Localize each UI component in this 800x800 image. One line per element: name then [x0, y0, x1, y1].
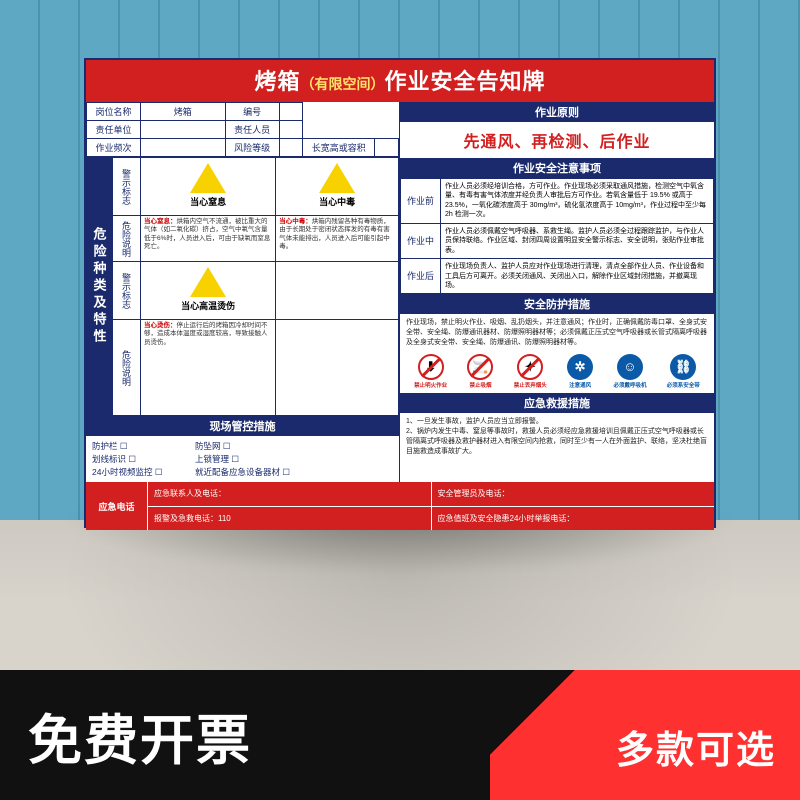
warning-burn-icon: 当心高温烫伤	[144, 264, 272, 315]
left-column: 岗位名称烤箱编号 责任单位责任人员 作业频次风险等级长宽高或容积 危险种类及特性…	[86, 102, 400, 482]
pictogram-row: ⬇禁止明火作业 🚬禁止吸烟 ✦禁止丢弃烟头 ✲注意通风 ☺必须戴呼吸机 ⛓必须系…	[400, 352, 714, 393]
title-b: 作业安全告知牌	[385, 69, 546, 94]
mand-harness-icon: ⛓必须系安全带	[667, 354, 700, 389]
control-measures: 防护栏防坠网 划线标识上锁管理 24小时视频监控就近配备应急设备器材	[86, 436, 399, 482]
banner-left: 免费开票	[0, 696, 252, 775]
emergency-label: 应急电话	[86, 482, 148, 530]
banner-right-tag: 多款可选	[490, 670, 800, 800]
title-a: 烤箱	[254, 69, 300, 94]
mand-respirator-icon: ☺必须戴呼吸机	[613, 354, 646, 389]
warning-poison-icon: 当心中毒	[279, 160, 395, 211]
emergency-footer: 应急电话 应急联系人及电话：报警及急救电话：110 安全管理员及电话：应急值班及…	[86, 482, 714, 530]
precaution-title: 作业安全注意事项	[400, 158, 714, 178]
board-header: 烤箱（有限空间）作业安全告知牌	[86, 60, 714, 102]
rescue-title: 应急救援措施	[400, 393, 714, 413]
principle-text: 先通风、再检测、后作业	[400, 122, 714, 158]
rescue-text: 1、一旦发生事故，监护人员应当立即报警。 2、锅炉内发生中毒、窒息等事故时，救援…	[400, 413, 714, 462]
ban-litter-icon: ✦禁止丢弃烟头	[514, 354, 547, 389]
right-column: 作业原则 先通风、再检测、后作业 作业安全注意事项 作业前作业人员必须经培训合格…	[400, 102, 714, 482]
hazard-table: 警示标志 当心窒息 当心中毒 危险说明 当心窒息：烘箱内空气不流通，被比重大的气…	[112, 157, 399, 416]
safety-board: 烤箱（有限空间）作业安全告知牌 岗位名称烤箱编号 责任单位责任人员 作业频次风险…	[84, 58, 716, 528]
control-title: 现场管控措施	[86, 416, 399, 436]
principle-title: 作业原则	[400, 102, 714, 122]
protection-text: 作业现场，禁止明火作业、吸烟、乱扔烟头，并注意通风；作业时，正确佩戴防毒口罩、全…	[400, 314, 714, 351]
info-table: 岗位名称烤箱编号 责任单位责任人员 作业频次风险等级长宽高或容积	[86, 102, 399, 157]
ban-smoke-icon: 🚬禁止吸烟	[467, 354, 493, 389]
promo-banner: 免费开票 多款可选	[0, 670, 800, 800]
ban-fire-icon: ⬇禁止明火作业	[414, 354, 447, 389]
phase-table: 作业前作业人员必须经培训合格，方可作业。作业现场必须采取通风措施，检测空气中氧含…	[400, 178, 714, 294]
warning-suffocation-icon: 当心窒息	[144, 160, 272, 211]
protection-title: 安全防护措施	[400, 294, 714, 314]
title-paren: （有限空间）	[301, 76, 385, 92]
mand-vent-icon: ✲注意通风	[567, 354, 593, 389]
hazard-vlabel: 危险种类及特性	[86, 157, 112, 416]
